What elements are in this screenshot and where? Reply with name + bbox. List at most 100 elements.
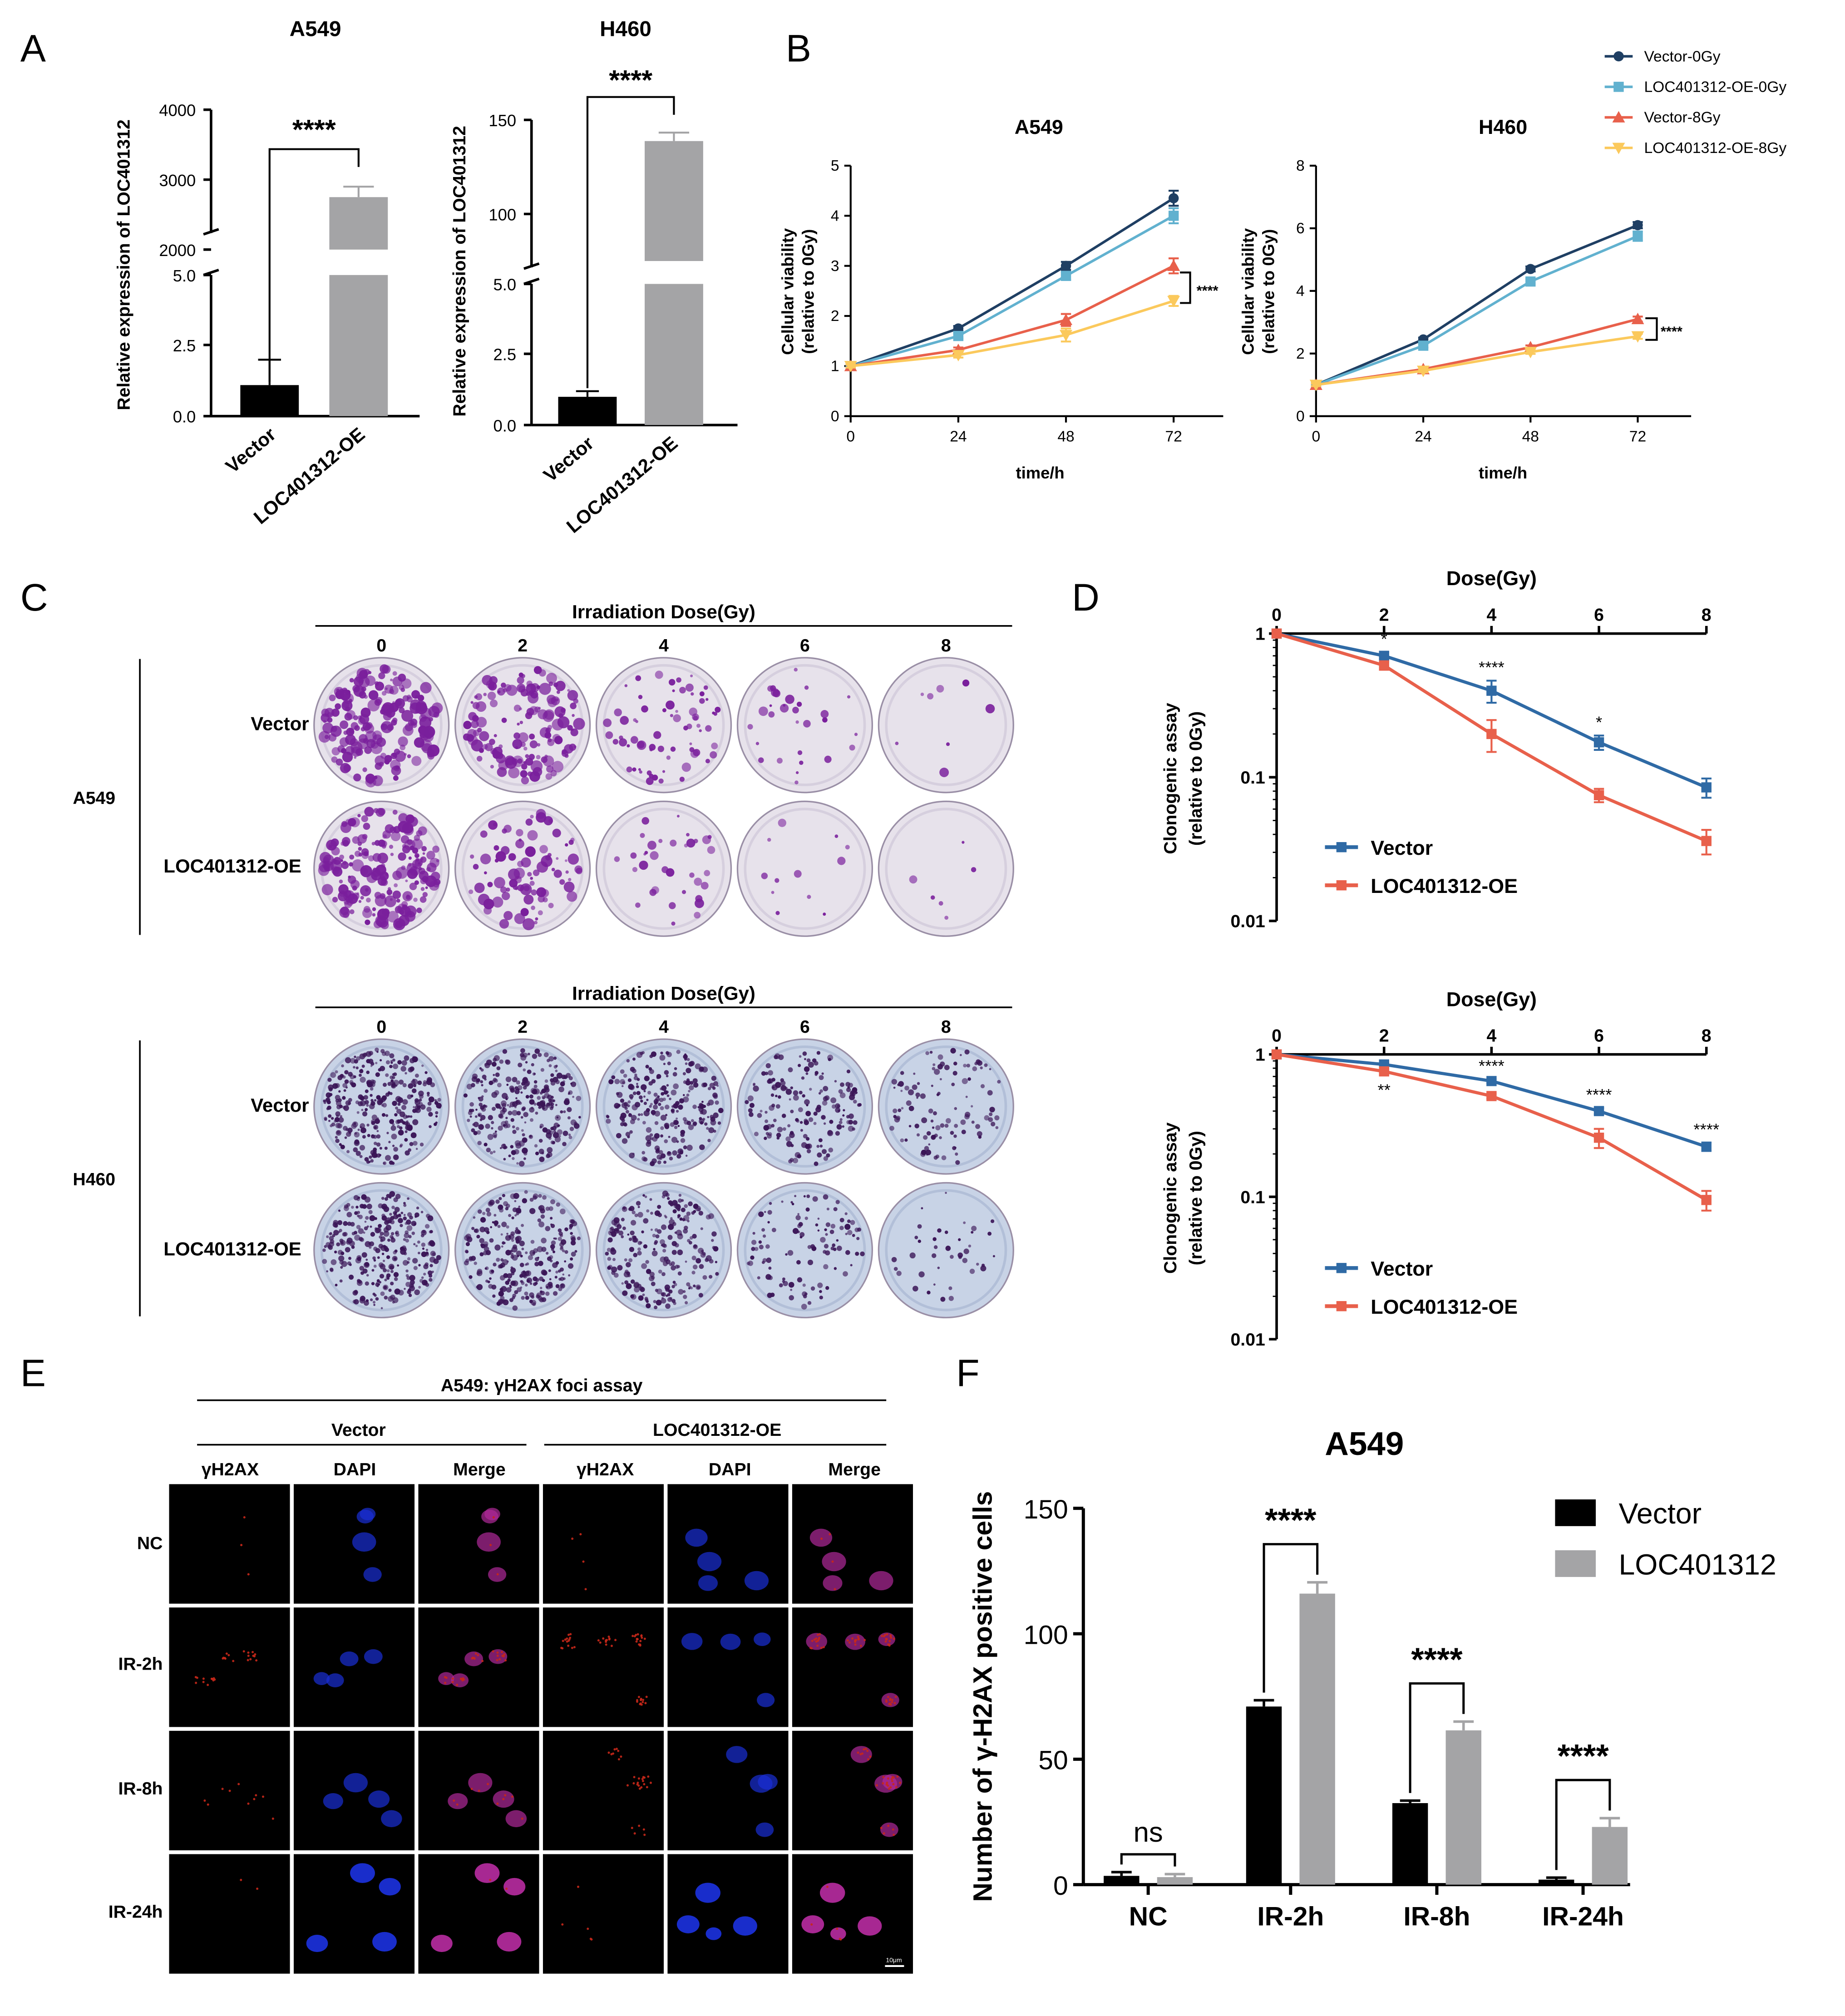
plate-rim — [744, 808, 866, 930]
colony — [371, 842, 375, 846]
bar — [329, 197, 388, 250]
colony — [425, 1248, 429, 1252]
colony — [823, 1156, 829, 1161]
y-tick-label: 3 — [831, 258, 839, 275]
colony — [395, 765, 400, 770]
significance-label: **** — [1479, 1056, 1505, 1075]
colony — [629, 1094, 634, 1099]
colony — [390, 826, 396, 833]
colony — [554, 1136, 561, 1143]
colony — [530, 1240, 535, 1244]
colony — [429, 1230, 433, 1233]
colony — [569, 744, 577, 751]
colony — [426, 1107, 432, 1112]
foci — [638, 1824, 641, 1827]
colony — [395, 698, 405, 709]
colony — [544, 864, 548, 867]
colony — [657, 745, 664, 752]
colony — [842, 1125, 844, 1128]
colony — [471, 1128, 475, 1133]
plate-rim — [602, 1045, 725, 1168]
colony — [354, 1234, 360, 1241]
colony — [889, 1126, 894, 1131]
colony — [629, 1130, 633, 1134]
colony — [407, 839, 413, 845]
colony — [358, 1256, 361, 1259]
colony — [984, 1063, 988, 1067]
colony — [666, 755, 671, 760]
data-point — [844, 361, 857, 373]
colony — [402, 1099, 408, 1105]
colony — [329, 1093, 333, 1097]
colony — [705, 1214, 711, 1220]
colony — [702, 1252, 706, 1256]
y-axis-label-2: (relative to 0Gy) — [1259, 229, 1278, 354]
panel-letter-d: D — [1072, 576, 1100, 619]
foci — [571, 1646, 573, 1649]
colony — [412, 1258, 418, 1264]
colony — [393, 1272, 399, 1277]
foci — [567, 1633, 570, 1636]
colony — [635, 902, 641, 908]
colony — [944, 1124, 949, 1128]
colony — [336, 1104, 341, 1109]
colony — [425, 1251, 429, 1255]
plate-rim — [461, 808, 584, 930]
colony — [570, 1082, 572, 1085]
colony — [414, 1099, 420, 1105]
colony — [533, 666, 542, 674]
colony — [380, 840, 387, 847]
panel-e-foci-assay: A549: γH2AX foci assay Vector LOC401312-… — [109, 1376, 913, 1974]
foci — [459, 1677, 462, 1680]
colony — [707, 1087, 711, 1090]
colony — [856, 1237, 860, 1240]
colony — [400, 1224, 403, 1227]
x-tick-label: 0 — [846, 429, 855, 445]
colony — [539, 845, 548, 854]
colony — [629, 1247, 635, 1252]
colony — [369, 1104, 375, 1109]
colony — [341, 700, 353, 711]
foci — [582, 1560, 585, 1563]
colony — [769, 1202, 772, 1205]
colony — [485, 1208, 490, 1213]
colony — [631, 1210, 636, 1215]
colony — [552, 719, 564, 731]
colony — [660, 1126, 664, 1130]
colony — [666, 1075, 669, 1078]
foci — [646, 1786, 648, 1789]
colony — [517, 1287, 522, 1292]
colony — [853, 1120, 858, 1125]
colony — [403, 1203, 407, 1207]
colony — [706, 1127, 709, 1130]
foci — [826, 1885, 829, 1888]
colony — [623, 1123, 627, 1127]
colony — [483, 906, 492, 915]
foci — [875, 1784, 878, 1787]
colony — [486, 1059, 493, 1066]
colony — [499, 1059, 504, 1064]
colony — [332, 1234, 335, 1237]
colony — [553, 1065, 557, 1069]
foci — [640, 1703, 643, 1706]
colony — [365, 1089, 369, 1093]
colony — [392, 1058, 395, 1062]
colony — [407, 868, 418, 879]
colony — [360, 707, 371, 718]
colony — [518, 685, 526, 693]
colony — [765, 1119, 769, 1124]
colony — [616, 1133, 622, 1139]
colony — [328, 1084, 334, 1090]
colony — [764, 1211, 766, 1213]
colony — [635, 720, 638, 723]
colony — [414, 1212, 419, 1217]
colony — [695, 1063, 701, 1070]
colony — [643, 1090, 646, 1093]
colony — [405, 1072, 407, 1075]
colony — [424, 1224, 430, 1229]
colony — [567, 1263, 574, 1269]
foci — [225, 1652, 228, 1655]
colony — [962, 841, 965, 844]
x-tick-label: IR-2h — [1257, 1902, 1324, 1931]
legend-label: Vector — [1371, 1257, 1433, 1280]
